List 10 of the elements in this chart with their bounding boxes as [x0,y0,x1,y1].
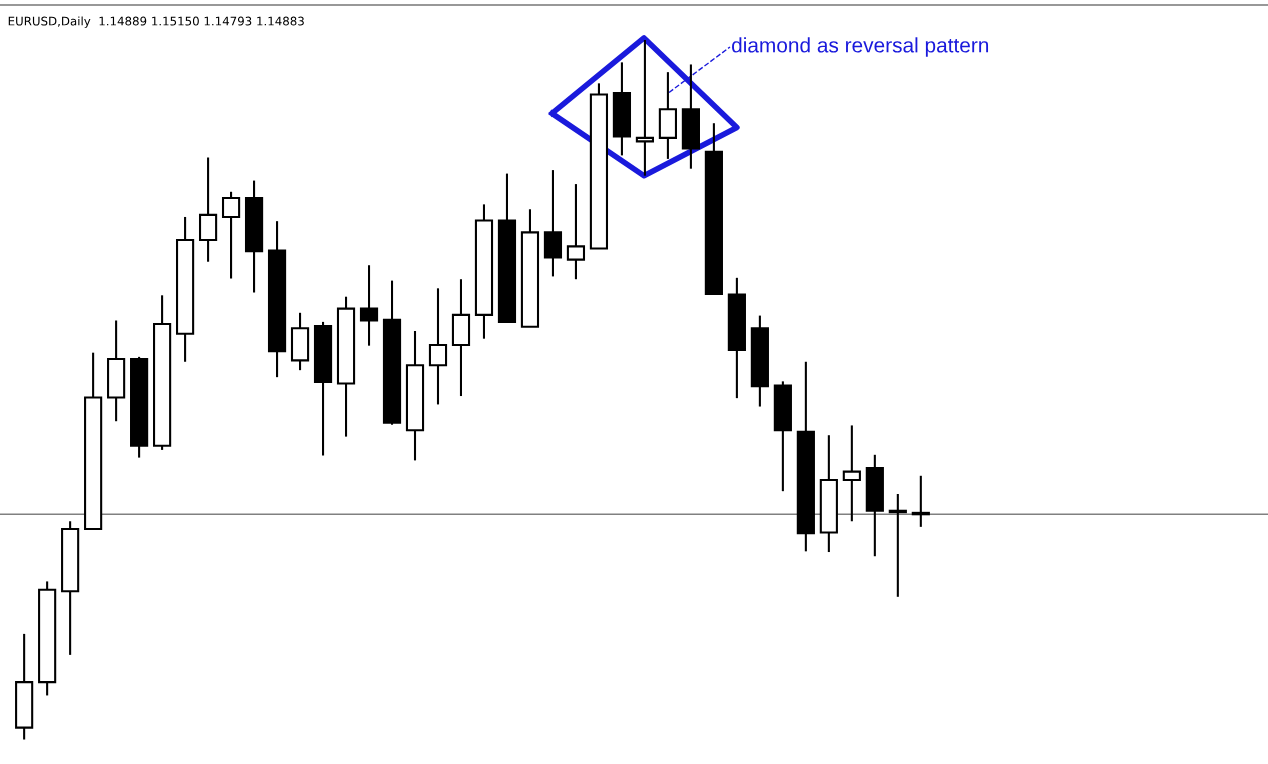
candlestick [221,190,241,280]
candlestick [635,38,655,177]
candlestick [842,424,861,523]
candlestick [566,183,586,281]
chart-title: EURUSD,Daily 1.14889 1.15150 1.14793 1.14883 [8,16,304,28]
candlestick [888,492,907,598]
candlestick [359,264,379,347]
candlestick [911,474,930,528]
candlestick [428,287,448,406]
annotation: diamond as reversal pattern [732,37,989,57]
